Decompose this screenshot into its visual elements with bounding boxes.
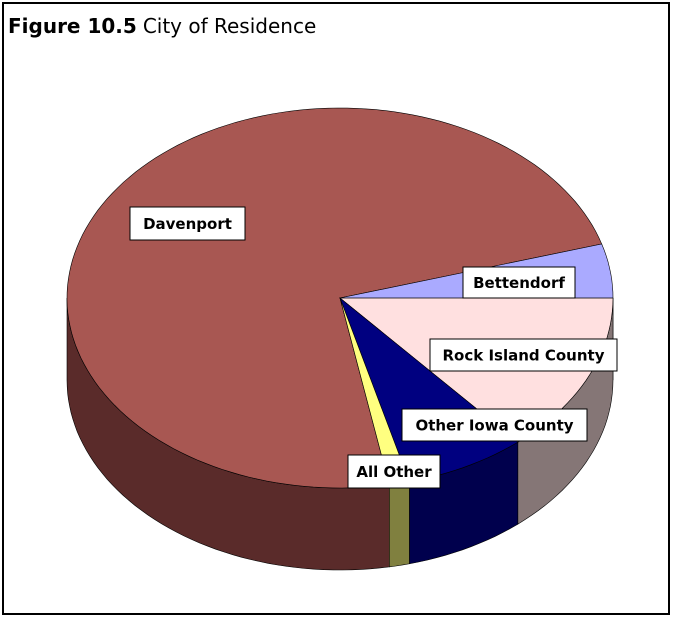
label-box [429,338,618,372]
slice-label: Rock Island County [443,347,605,365]
figure-label: Figure 10.5 [8,14,137,38]
slice-side [389,481,410,568]
slice-label: Bettendorf [473,274,565,292]
title: City of Residence [143,14,316,38]
slice-label: Other Iowa County [415,417,573,435]
label-box [347,454,441,489]
slice-label: All Other [356,463,432,481]
slice-label: Davenport [143,215,232,233]
label-box [462,266,576,299]
slice [66,107,603,489]
label-box [129,206,246,241]
chart-title: Figure 10.5 City of Residence [8,14,316,38]
label-box [401,408,588,442]
